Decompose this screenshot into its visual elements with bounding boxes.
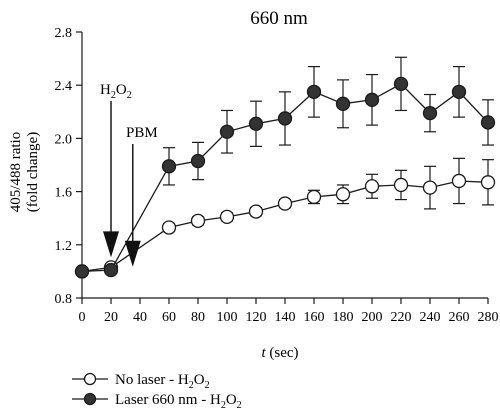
chart-title: 660 nm: [250, 8, 308, 29]
series-layer: [74, 56, 496, 279]
data-point: [74, 264, 90, 279]
x-tick-label: 280: [478, 310, 499, 325]
legend-marker-filled: [83, 392, 97, 406]
y-axis-label: 405/488 ratio (fold change): [8, 132, 41, 212]
data-point: [480, 115, 496, 130]
data-point: [451, 84, 467, 99]
data-point: [364, 92, 380, 107]
data-point: [306, 189, 322, 205]
series-line: [81, 180, 489, 273]
series-no-laser: [74, 157, 496, 279]
x-tick-label: 80: [191, 310, 205, 325]
x-tick-label: 240: [420, 310, 441, 325]
y-axis-label-line1: 405/488 ratio: [8, 132, 24, 212]
data-point: [335, 96, 351, 111]
x-axis-label: t (sec): [261, 345, 298, 361]
x-tick-label: 120: [246, 310, 267, 325]
x-tick-label: 180: [333, 310, 354, 325]
x-tick-label: 140: [275, 310, 296, 325]
data-point: [248, 116, 264, 131]
data-point: [335, 187, 351, 202]
y-tick-label: 2.0: [55, 132, 73, 147]
data-point: [364, 179, 380, 194]
data-point: [277, 111, 293, 126]
x-tick-label: 20: [104, 310, 118, 325]
data-point: [422, 105, 438, 121]
x-tick-label: 60: [162, 310, 176, 325]
annotation-pbm-label: PBM: [126, 125, 158, 141]
series-laser-660: [74, 56, 496, 279]
data-point: [161, 220, 177, 235]
y-tick-label: 2.8: [55, 26, 73, 41]
x-tick-label: 0: [79, 310, 86, 325]
x-tick-label: 200: [362, 310, 383, 325]
legend-label-no-laser: No laser - H2O2: [115, 372, 210, 391]
legend: No laser - H2O2 Laser 660 nm - H2O2: [72, 372, 242, 411]
data-point: [103, 262, 119, 278]
legend-item-laser: Laser 660 nm - H2O2: [72, 392, 242, 411]
data-point: [306, 84, 322, 99]
y-tick-label: 0.8: [55, 292, 73, 307]
legend-item-no-laser: No laser - H2O2: [72, 372, 210, 391]
legend-marker-open: [83, 372, 97, 386]
arrow-pbm-head: [124, 240, 141, 267]
y-tick-label: 1.2: [55, 239, 73, 254]
data-point: [248, 204, 264, 219]
data-point: [480, 175, 496, 190]
x-axis-label-var: t: [261, 345, 266, 361]
x-tick-label: 260: [449, 310, 470, 325]
annotation-h2o2-label: H2O2: [100, 82, 132, 101]
data-point: [161, 159, 177, 174]
x-tick-label: 100: [217, 310, 238, 325]
data-point: [190, 213, 206, 229]
x-tick-label: 40: [133, 310, 147, 325]
data-point: [219, 124, 235, 139]
data-point: [393, 177, 409, 193]
y-tick-label: 1.6: [55, 186, 73, 201]
y-axis-label-line2: (fold change): [25, 132, 41, 212]
data-point: [190, 153, 206, 169]
data-point: [393, 76, 409, 92]
axes: 0.8 1.2 1.6 2.0 2.4 2.8 0 20 40 60 80 100 120 140 160 1…: [55, 26, 499, 325]
legend-label-laser: Laser 660 nm - H2O2: [115, 392, 242, 411]
y-tick-label: 2.4: [55, 79, 73, 94]
data-point: [277, 196, 293, 211]
data-point: [219, 209, 235, 225]
annotation-layer: [103, 101, 141, 267]
x-axis-label-unit: (sec): [269, 345, 298, 361]
x-tick-label: 160: [304, 310, 325, 325]
data-point: [422, 180, 438, 195]
arrow-h2o2-head: [103, 231, 119, 258]
data-point: [451, 173, 467, 189]
x-tick-label: 220: [391, 310, 412, 325]
